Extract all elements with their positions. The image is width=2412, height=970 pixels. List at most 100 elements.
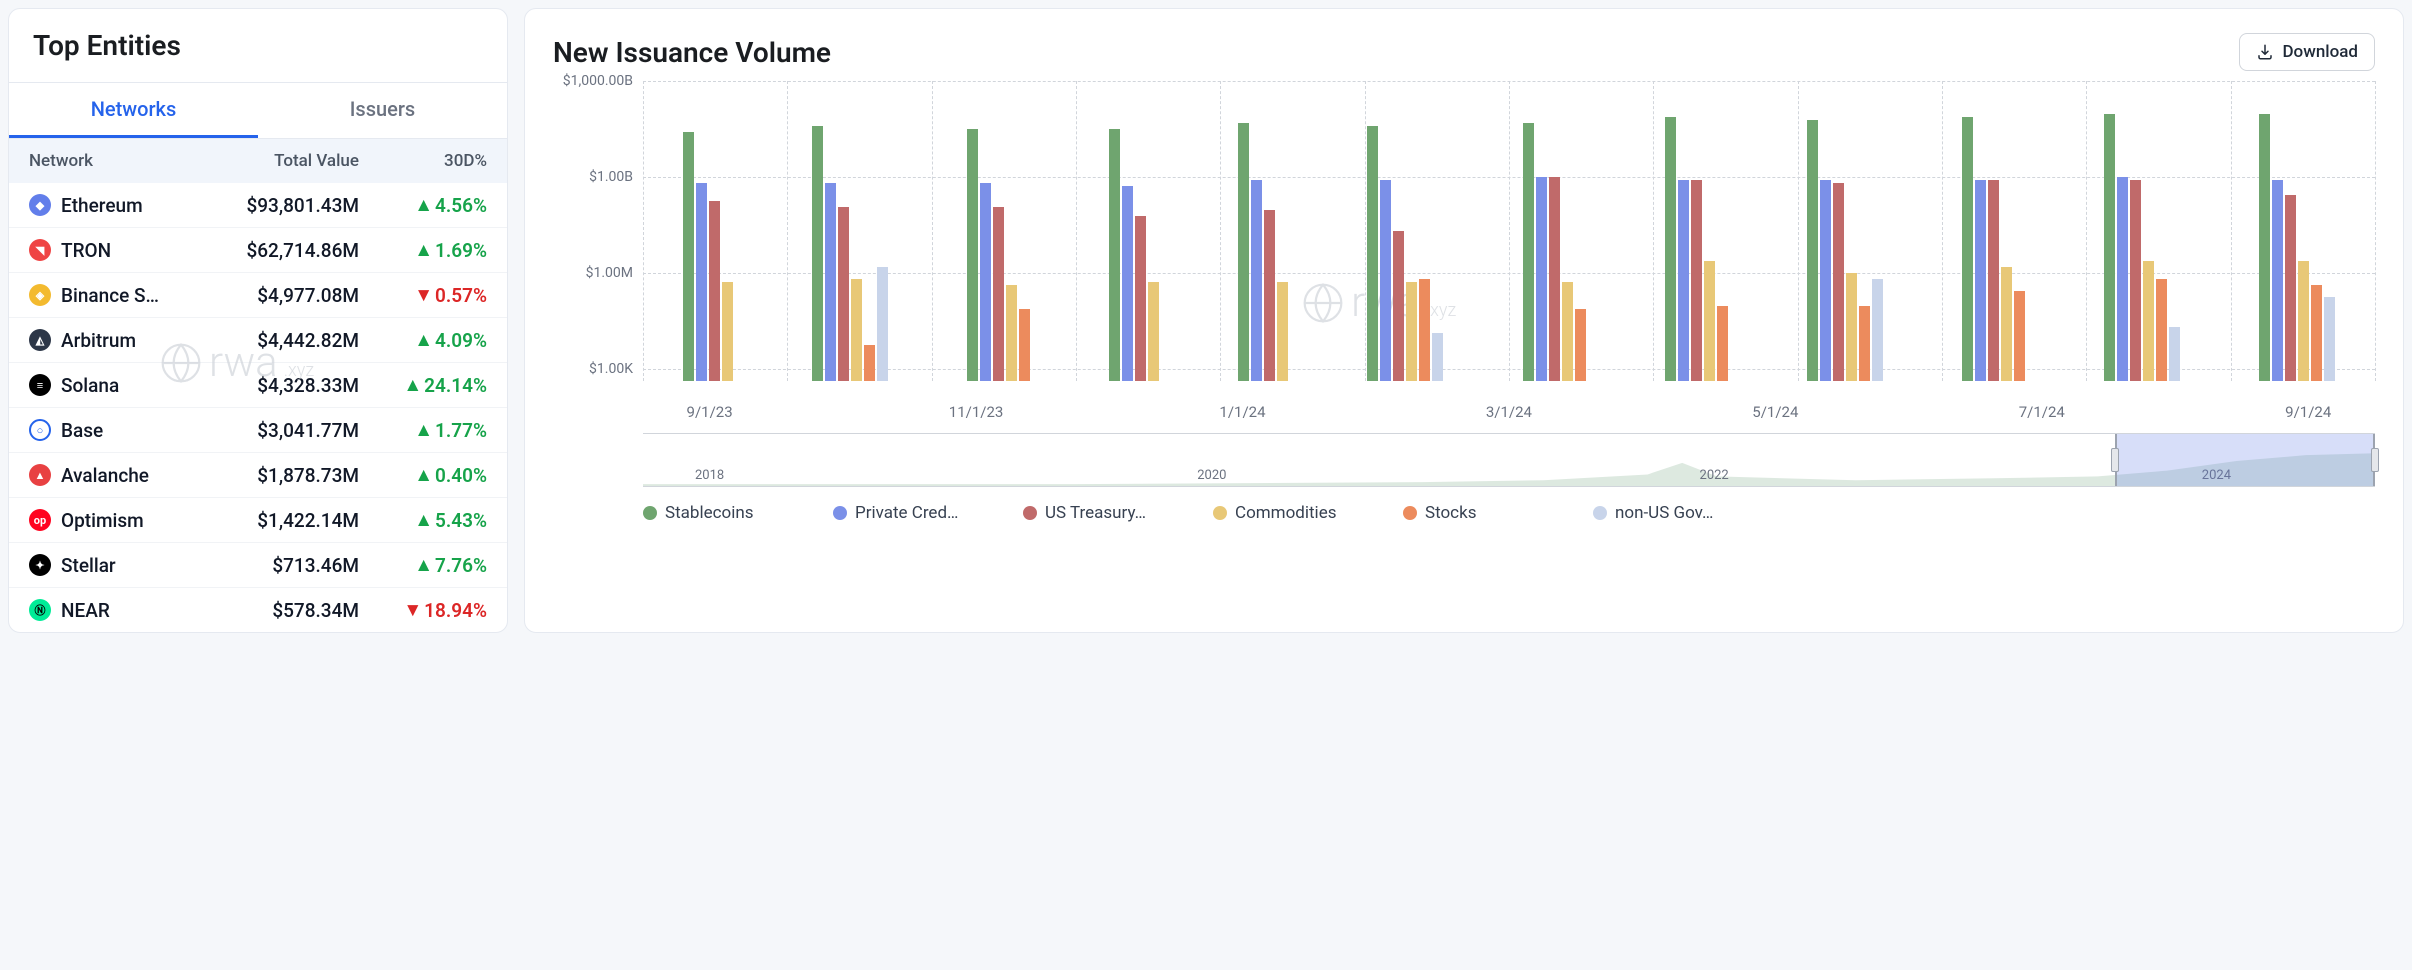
bar[interactable] xyxy=(1665,117,1676,381)
bar[interactable] xyxy=(1846,273,1857,381)
bar[interactable] xyxy=(1807,120,1818,381)
bar[interactable] xyxy=(812,126,823,381)
bar[interactable] xyxy=(1122,186,1133,381)
bar[interactable] xyxy=(1135,216,1146,381)
bar[interactable] xyxy=(2259,114,2270,381)
bar[interactable] xyxy=(722,282,733,381)
bar[interactable] xyxy=(1251,180,1262,381)
legend-swatch xyxy=(1593,506,1607,520)
bar[interactable] xyxy=(1523,123,1534,381)
legend-item[interactable]: Commodities xyxy=(1213,503,1373,523)
tab-networks[interactable]: Networks xyxy=(9,83,258,138)
bar[interactable] xyxy=(2143,261,2154,381)
bar[interactable] xyxy=(1406,282,1417,381)
table-row[interactable]: ◥ TRON $62,714.86M ▲1.69% xyxy=(9,228,507,273)
network-icon: ✦ xyxy=(29,554,51,576)
bar[interactable] xyxy=(709,201,720,381)
bar[interactable] xyxy=(1419,279,1430,381)
bar[interactable] xyxy=(2272,180,2283,381)
legend-swatch xyxy=(1023,506,1037,520)
bar[interactable] xyxy=(1432,333,1443,381)
table-row[interactable]: ≡ Solana $4,328.33M ▲24.14% xyxy=(9,363,507,408)
bar[interactable] xyxy=(1562,282,1573,381)
bar[interactable] xyxy=(1238,123,1249,381)
bar[interactable] xyxy=(1820,180,1831,381)
brush-handle-right[interactable] xyxy=(2371,448,2379,472)
bar[interactable] xyxy=(877,267,888,381)
bar[interactable] xyxy=(1872,279,1883,381)
bar[interactable] xyxy=(851,279,862,381)
table-row[interactable]: ◭ Arbitrum $4,442.82M ▲4.09% xyxy=(9,318,507,363)
down-triangle-icon: ▼ xyxy=(414,283,433,307)
bar[interactable] xyxy=(2285,195,2296,381)
bar[interactable] xyxy=(1264,210,1275,381)
bar[interactable] xyxy=(2311,285,2322,381)
brush-handle-left[interactable] xyxy=(2111,448,2119,472)
bar[interactable] xyxy=(1975,180,1986,381)
bar[interactable] xyxy=(2014,291,2025,381)
bar[interactable] xyxy=(2001,267,2012,381)
bar[interactable] xyxy=(980,183,991,381)
table-row[interactable]: ◈ Binance S… $4,977.08M ▼0.57% xyxy=(9,273,507,318)
bar[interactable] xyxy=(1006,285,1017,381)
bar[interactable] xyxy=(1109,129,1120,381)
bar[interactable] xyxy=(1536,177,1547,381)
bar[interactable] xyxy=(1019,309,1030,381)
table-row[interactable]: op Optimism $1,422.14M ▲5.43% xyxy=(9,498,507,543)
bar[interactable] xyxy=(696,183,707,381)
bar[interactable] xyxy=(2104,114,2115,381)
bar[interactable] xyxy=(993,207,1004,381)
network-name: Solana xyxy=(61,374,119,397)
table-row[interactable]: ○ Base $3,041.77M ▲1.77% xyxy=(9,408,507,453)
issuance-panel: New Issuance Volume Download rwa.xyz $1,… xyxy=(524,8,2404,633)
bar[interactable] xyxy=(1367,126,1378,381)
bar-group xyxy=(1962,81,2025,381)
bar[interactable] xyxy=(2298,261,2309,381)
bar[interactable] xyxy=(1575,309,1586,381)
bar[interactable] xyxy=(838,207,849,381)
tab-issuers[interactable]: Issuers xyxy=(258,83,507,138)
legend-item[interactable]: non-US Gov… xyxy=(1593,503,1753,523)
bar[interactable] xyxy=(683,132,694,381)
network-icon: ▲ xyxy=(29,464,51,486)
bar[interactable] xyxy=(1380,180,1391,381)
bar[interactable] xyxy=(2156,279,2167,381)
network-name: Base xyxy=(61,419,103,442)
total-value: $713.46M xyxy=(219,554,359,577)
legend-item[interactable]: Stablecoins xyxy=(643,503,803,523)
bar[interactable] xyxy=(1988,180,1999,381)
bar[interactable] xyxy=(967,129,978,381)
network-name: Arbitrum xyxy=(61,329,136,352)
bar[interactable] xyxy=(1833,183,1844,381)
table-row[interactable]: ◆ Ethereum $93,801.43M ▲4.56% xyxy=(9,183,507,228)
legend-item[interactable]: Private Cred… xyxy=(833,503,993,523)
bar[interactable] xyxy=(2130,180,2141,381)
legend-item[interactable]: US Treasury… xyxy=(1023,503,1183,523)
network-name: Optimism xyxy=(61,509,144,532)
bar[interactable] xyxy=(1277,282,1288,381)
bar[interactable] xyxy=(2324,297,2335,381)
bar[interactable] xyxy=(2117,177,2128,381)
brush-selection[interactable] xyxy=(2115,434,2375,486)
download-button[interactable]: Download xyxy=(2239,33,2375,71)
bar[interactable] xyxy=(1691,180,1702,381)
table-row[interactable]: ▲ Avalanche $1,878.73M ▲0.40% xyxy=(9,453,507,498)
bar[interactable] xyxy=(1549,177,1560,381)
bar[interactable] xyxy=(1678,180,1689,381)
bar[interactable] xyxy=(864,345,875,381)
bar[interactable] xyxy=(1704,261,1715,381)
table-row[interactable]: ✦ Stellar $713.46M ▲7.76% xyxy=(9,543,507,588)
legend-item[interactable]: Stocks xyxy=(1403,503,1563,523)
table-row[interactable]: Ⓝ NEAR $578.34M ▼18.94% xyxy=(9,588,507,632)
bar[interactable] xyxy=(825,183,836,381)
bar[interactable] xyxy=(2169,327,2180,381)
bar[interactable] xyxy=(1859,306,1870,381)
bar[interactable] xyxy=(1962,117,1973,381)
legend-swatch xyxy=(1403,506,1417,520)
time-range-brush[interactable]: 2018202020222024 xyxy=(643,433,2375,487)
bar[interactable] xyxy=(1717,306,1728,381)
bar[interactable] xyxy=(1393,231,1404,381)
up-triangle-icon: ▲ xyxy=(403,373,422,397)
bar[interactable] xyxy=(1148,282,1159,381)
issuance-chart[interactable]: rwa.xyz $1,000.00B$1.00B$1.00M$1.00K9/1/… xyxy=(643,81,2375,421)
